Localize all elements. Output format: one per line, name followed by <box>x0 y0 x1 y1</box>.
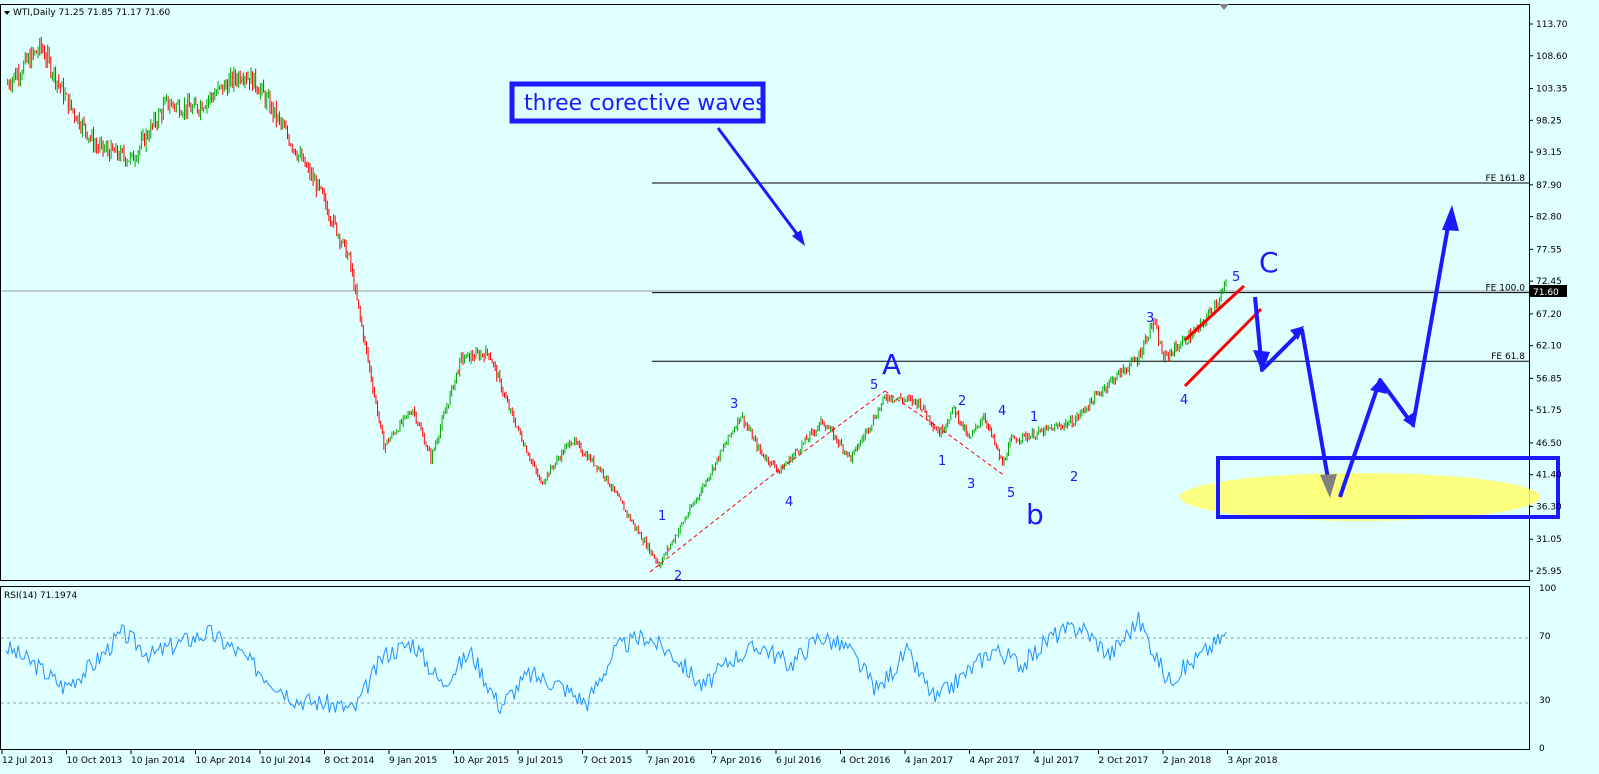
wave-label-2c: 2 <box>1070 470 1078 485</box>
price-tick-label: 98.25 <box>1536 116 1562 126</box>
time-tick-label: 9 Jan 2015 <box>389 756 437 766</box>
wave-label-3b: 3 <box>967 477 975 492</box>
price-tick-label: 67.20 <box>1536 310 1562 320</box>
time-tick-label: 10 Apr 2014 <box>196 756 252 766</box>
wave-label-C: C <box>1259 246 1279 279</box>
price-tick-label: 93.15 <box>1536 148 1562 158</box>
price-tick-label: 51.75 <box>1536 406 1562 416</box>
callout-arrow-line <box>716 127 802 239</box>
time-tick-label: 10 Jan 2014 <box>131 756 185 766</box>
price-tick-label: 62.10 <box>1536 342 1562 352</box>
time-tick-label: 10 Oct 2013 <box>67 756 123 766</box>
callout-box[interactable] <box>509 81 766 124</box>
projection-arrowhead-5-icon <box>1403 412 1415 428</box>
projection-path[interactable] <box>1253 296 1332 491</box>
price-tick-label: 72.45 <box>1536 277 1562 287</box>
projection-arrowhead-4-icon <box>1370 378 1387 394</box>
wave-label-4a: 4 <box>785 495 793 510</box>
price-tick-label: 87.90 <box>1536 181 1562 191</box>
time-tick-label: 4 Jan 2017 <box>905 756 953 766</box>
wave-label-2b: 2 <box>958 394 966 409</box>
fib-level-label: FE 161.8 <box>1486 174 1526 184</box>
wave-a-dashed-path <box>649 390 886 573</box>
price-axis[interactable]: 113.70 108.60 103.35 98.25 93.15 87.90 82.80 77… <box>1529 20 1568 577</box>
price-tick-label: 41.40 <box>1536 471 1562 481</box>
fibonacci-levels[interactable]: FE 161.8 FE 100.0 FE 61.8 <box>652 174 1529 362</box>
price-tick-label: 46.50 <box>1536 439 1562 449</box>
wedge-upper-line[interactable] <box>1183 284 1246 342</box>
wave-label-A: A <box>882 348 901 381</box>
time-tick-label: 4 Apr 2017 <box>970 756 1020 766</box>
fib-level-label: FE 61.8 <box>1491 352 1525 362</box>
current-price-tag-text: 71.60 <box>1533 288 1559 298</box>
wave-label-5b: 5 <box>1007 486 1015 501</box>
wave-label-5c: 5 <box>1232 270 1240 285</box>
projection-arrowhead-1-icon <box>1253 350 1270 372</box>
shift-end-marker-icon[interactable] <box>1219 4 1229 10</box>
wave-label-4c: 4 <box>1180 393 1188 408</box>
time-tick-label: 10 Apr 2015 <box>454 756 510 766</box>
price-tick-label: 108.60 <box>1536 52 1568 62</box>
rsi-tick-label: 30 <box>1539 696 1551 706</box>
time-tick-label: 7 Apr 2016 <box>712 756 762 766</box>
symbol-info: WTI,Daily 71.25 71.85 71.17 71.60 <box>13 8 170 18</box>
rsi-tick-label: 0 <box>1539 744 1545 754</box>
wave-label-3c: 3 <box>1146 311 1154 326</box>
wave-label-1a: 1 <box>658 509 666 524</box>
projection-path-2[interactable] <box>1338 214 1452 498</box>
fib-level-label: FE 100.0 <box>1486 284 1526 294</box>
time-tick-label: 6 Jul 2016 <box>776 756 821 766</box>
time-tick-label: 2 Jan 2018 <box>1163 756 1211 766</box>
wave-label-1b: 1 <box>938 454 946 469</box>
symbol-dropdown-icon[interactable] <box>4 11 10 15</box>
rsi-tick-label: 70 <box>1539 632 1551 642</box>
target-zone-box[interactable] <box>1216 456 1560 519</box>
rsi-tick-label: 100 <box>1539 584 1556 594</box>
wave-label-2a: 2 <box>674 569 682 584</box>
wave-b-dashed-path <box>884 390 1006 477</box>
rsi-axis[interactable]: 100 70 30 0 <box>1539 584 1556 754</box>
time-tick-label: 4 Oct 2016 <box>841 756 891 766</box>
callout-text: three corective waves <box>524 91 767 116</box>
projection-arrowhead-6-icon <box>1442 205 1459 231</box>
price-tick-label: 113.70 <box>1536 20 1568 30</box>
time-tick-label: 7 Jan 2016 <box>647 756 695 766</box>
time-tick-label: 9 Jul 2015 <box>518 756 563 766</box>
price-candles <box>7 36 1227 569</box>
wave-label-5a: 5 <box>870 378 878 393</box>
price-tick-label: 25.95 <box>1536 567 1562 577</box>
wave-label-b: b <box>1026 498 1044 531</box>
time-tick-label: 2 Oct 2017 <box>1099 756 1149 766</box>
projection-arrowhead-2-icon <box>1290 326 1304 340</box>
price-tick-label: 77.55 <box>1536 245 1562 255</box>
time-tick-label: 3 Apr 2018 <box>1228 756 1278 766</box>
rsi-pane[interactable] <box>0 586 1530 750</box>
time-tick-label: 10 Jul 2014 <box>260 756 311 766</box>
time-tick-label: 8 Oct 2014 <box>325 756 375 766</box>
price-tick-label: 82.80 <box>1536 213 1562 223</box>
time-tick-label: 12 Jul 2013 <box>2 756 53 766</box>
wave-label-1c: 1 <box>1030 410 1038 425</box>
target-zone-highlight <box>1180 473 1540 521</box>
wave-label-4b: 4 <box>998 404 1006 419</box>
time-tick-label: 4 Jul 2017 <box>1034 756 1079 766</box>
time-tick-label: 7 Oct 2015 <box>583 756 633 766</box>
callout-arrowhead-icon <box>792 230 805 246</box>
price-tick-label: 36.30 <box>1536 502 1562 512</box>
time-axis[interactable]: 12 Jul 2013 10 Oct 2013 10 Jan 2014 10 Apr … <box>1 750 1278 766</box>
rsi-line <box>5 611 1227 715</box>
wedge-lower-line[interactable] <box>1183 307 1263 388</box>
projection-arrowhead-3-icon <box>1320 474 1337 498</box>
wave-label-3a: 3 <box>730 397 738 412</box>
price-tick-label: 103.35 <box>1536 85 1568 95</box>
current-price-tag <box>1530 285 1567 297</box>
price-tick-label: 56.85 <box>1536 374 1562 384</box>
price-tick-label: 31.05 <box>1536 535 1562 545</box>
rsi-info: RSI(14) 71.1974 <box>4 591 77 601</box>
